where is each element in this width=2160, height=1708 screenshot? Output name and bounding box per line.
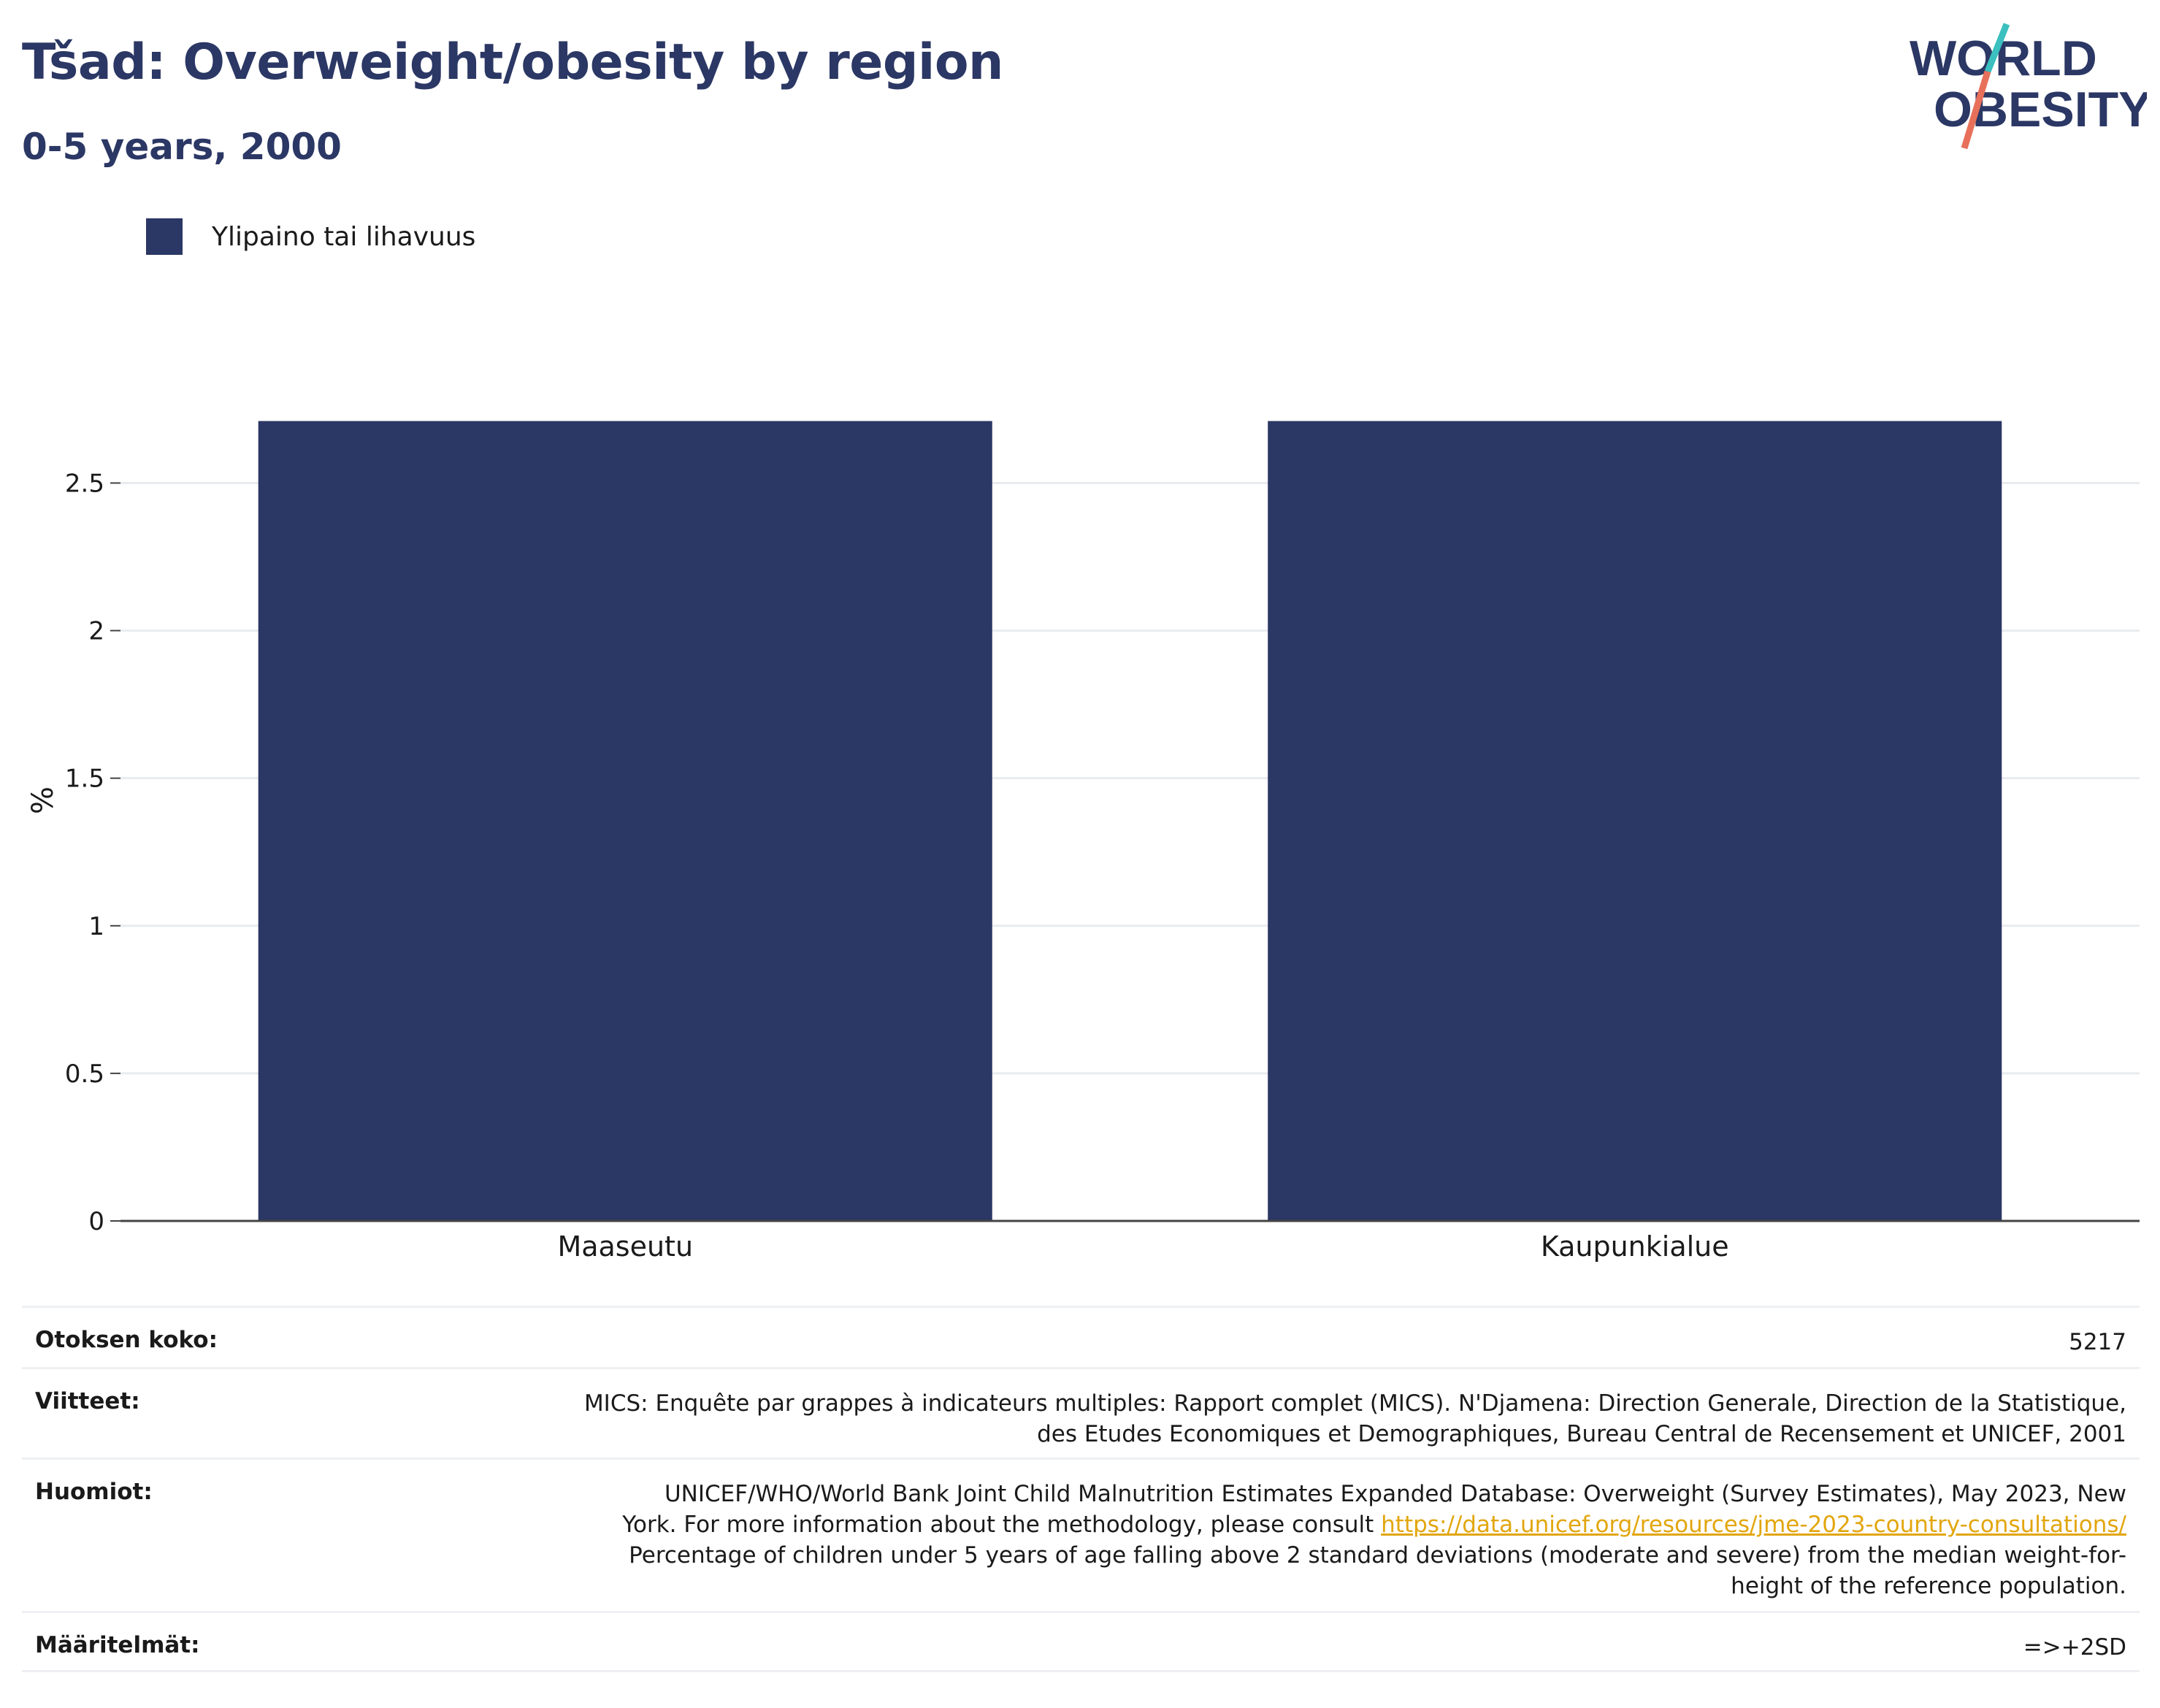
notes-line3: Percentage of children under 5 years of … [629,1542,2126,1569]
notes-line2-prefix: York. For more information about the met… [622,1512,1382,1538]
references-line1: MICS: Enquête par grappes à indicateurs … [583,1390,2126,1417]
page-title: Tšad: Overweight/obesity by region [22,34,1003,91]
y-tick-label: 0.5 [65,1060,104,1089]
notes-row: Huomiot: UNICEF/WHO/World Bank Joint Chi… [22,1458,2140,1611]
references-label: Viitteet: [35,1388,140,1414]
metadata-table: Otoksen koko: 5217 Viitteet: MICS: Enquê… [22,1306,2140,1672]
notes-label: Huomiot: [35,1479,153,1505]
references-value: MICS: Enquête par grappes à indicateurs … [584,1388,2126,1449]
y-tick-label: 1.5 [65,765,104,794]
definitions-label: Määritelmät: [35,1632,200,1658]
sample-size-label: Otoksen koko: [35,1327,218,1353]
logo-slash-top [1984,23,2010,73]
world-obesity-logo: WORLD OBESITY [1910,23,2147,150]
bar [258,421,992,1221]
x-tick-label: Maaseutu [557,1230,693,1263]
y-tick-label: 2.5 [65,469,104,498]
notes-link[interactable]: https://data.unicef.org/resources/jme-20… [1381,1512,2126,1538]
page-subtitle: 0-5 years, 2000 [22,126,342,168]
legend-swatch [146,218,183,255]
notes-line1: UNICEF/WHO/World Bank Joint Child Malnut… [664,1481,2126,1507]
references-line2: des Etudes Economiques et Demographiques… [1037,1421,2126,1447]
legend-label: Ylipaino tai lihavuus [212,221,476,252]
notes-value: UNICEF/WHO/World Bank Joint Child Malnut… [622,1479,2126,1601]
legend: Ylipaino tai lihavuus [146,216,475,257]
references-row: Viitteet: MICS: Enquête par grappes à in… [22,1367,2140,1458]
bar [1268,421,2002,1221]
notes-line4: height of the reference population. [1731,1573,2126,1599]
logo-slash-bottom [1961,70,1991,150]
bar-chart: 0 0.5 1 1.5 2 2.5 Maaseutu Kaupunkialue% [26,421,2140,1263]
definitions-row: Määritelmät: =>+2SD [22,1611,2140,1672]
y-tick-label: 1 [88,912,104,941]
x-tick-label: Kaupunkialue [1541,1230,1729,1263]
definitions-value: =>+2SD [2023,1634,2126,1661]
sample-size-row: Otoksen koko: 5217 [22,1306,2140,1367]
y-tick-label: 2 [88,617,104,646]
y-tick-label: 0 [88,1207,104,1236]
y-axis-label: % [26,786,60,814]
sample-size-value: 5217 [2069,1329,2126,1355]
